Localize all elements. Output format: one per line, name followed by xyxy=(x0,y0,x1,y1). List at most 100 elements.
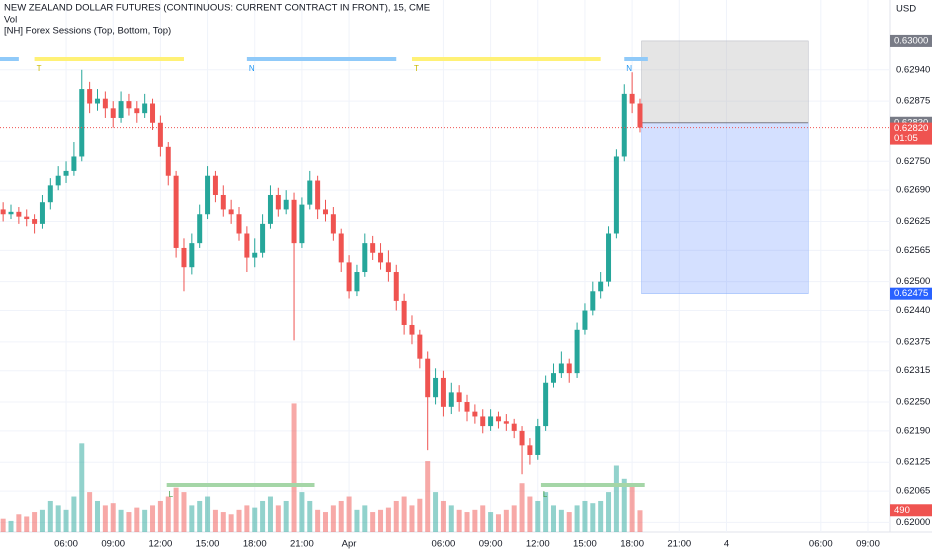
volume-label-box xyxy=(890,504,932,517)
volume-bar xyxy=(79,443,85,532)
volume-bar xyxy=(385,507,391,532)
volume-bar xyxy=(448,505,454,532)
y-tick-label: 0.62690 xyxy=(896,185,930,196)
candle-body xyxy=(354,272,360,292)
volume-bar xyxy=(165,496,171,532)
y-tick-label: 0.62565 xyxy=(896,245,930,256)
indicator-label: [NH] Forex Sessions (Top, Bottom, Top) xyxy=(4,25,171,36)
candle-body xyxy=(417,334,423,359)
candle-body xyxy=(330,214,336,234)
volume-bar xyxy=(189,505,195,532)
volume-bar xyxy=(433,492,439,532)
candle-body xyxy=(252,252,258,258)
candle-body xyxy=(495,416,501,422)
session-bar xyxy=(166,483,315,487)
candle-body xyxy=(157,122,163,147)
candle-body xyxy=(433,377,439,398)
candle-body xyxy=(118,101,124,118)
volume-bar xyxy=(118,509,124,532)
volume-bar xyxy=(519,483,525,532)
volume-bar xyxy=(55,505,61,532)
candle-body xyxy=(24,216,30,220)
x-tick-label: 18:00 xyxy=(243,539,267,550)
volume-bar xyxy=(142,509,148,532)
volume-bar xyxy=(606,492,612,532)
chart-title: NEW ZEALAND DOLLAR FUTURES (CONTINUOUS: … xyxy=(4,2,430,13)
candle-body xyxy=(8,211,14,215)
candle-body xyxy=(598,281,604,292)
volume-bar xyxy=(205,496,211,532)
candle-body xyxy=(16,211,22,217)
session-bar xyxy=(34,57,184,61)
candle-body xyxy=(0,209,6,215)
candle-body xyxy=(606,233,612,282)
candle-body xyxy=(401,300,407,325)
y-tick-label: 0.62875 xyxy=(896,96,930,107)
volume-bar xyxy=(574,505,580,532)
volume-bar xyxy=(71,496,77,532)
volume-bar xyxy=(16,514,22,532)
candle-body xyxy=(558,363,564,374)
volume-bar xyxy=(637,510,643,532)
volume-bar xyxy=(102,505,108,532)
volume-bar xyxy=(150,505,156,532)
candle-body xyxy=(205,175,211,215)
session-label: T xyxy=(37,64,42,73)
volume-bar xyxy=(527,496,533,532)
x-tick-label: 15:00 xyxy=(573,539,597,550)
volume-bar xyxy=(275,505,281,532)
x-tick-label: 18:00 xyxy=(620,539,644,550)
candle-body xyxy=(134,108,140,114)
candle-body xyxy=(260,223,266,253)
x-tick-label: 06:00 xyxy=(54,539,78,550)
volume-bar xyxy=(621,478,627,532)
volume-bar xyxy=(440,500,446,532)
volume-bar xyxy=(613,465,619,532)
volume-bar xyxy=(212,509,218,532)
candle-body xyxy=(503,421,509,424)
candle-body xyxy=(220,194,226,210)
session-label: L xyxy=(169,490,174,499)
x-tick-label: 09:00 xyxy=(479,539,503,550)
candle-body xyxy=(535,426,541,455)
candle-body xyxy=(637,103,643,128)
volume-bar xyxy=(425,461,431,532)
volume-bar xyxy=(47,500,53,532)
candle-body xyxy=(621,93,627,157)
volume-bar xyxy=(126,512,132,532)
candle-body xyxy=(378,252,384,263)
volume-bar xyxy=(393,500,399,532)
candle-body xyxy=(299,204,305,244)
last-price-label-box xyxy=(890,122,932,145)
candle-body xyxy=(173,175,179,248)
currency: USD xyxy=(896,4,916,15)
candle-body xyxy=(197,214,203,244)
y-tick-label: 0.62315 xyxy=(896,365,930,376)
x-tick-label: 09:00 xyxy=(856,539,880,550)
volume-bar xyxy=(488,512,494,532)
candle-body xyxy=(362,243,368,273)
volume-bar xyxy=(362,505,368,532)
last-price-label: 0.62820 xyxy=(894,123,928,134)
y-tick-label: 0.62440 xyxy=(896,305,930,316)
candle-body xyxy=(448,392,454,407)
volume-bar xyxy=(110,503,116,532)
y-tick-label: 0.62190 xyxy=(896,425,930,436)
session-label: N xyxy=(249,64,255,73)
candle-body xyxy=(150,103,156,123)
x-tick-label: 15:00 xyxy=(196,539,220,550)
candle-body xyxy=(590,291,596,311)
y-tick-label: 0.62125 xyxy=(896,457,930,468)
volume-bar xyxy=(267,496,273,532)
candle-body xyxy=(480,416,486,427)
y-tick-label: 0.62065 xyxy=(896,486,930,497)
candle-body xyxy=(315,180,321,210)
candle-body xyxy=(488,416,494,427)
candle-body xyxy=(550,373,556,383)
candle-body xyxy=(79,89,85,157)
volume-bar xyxy=(598,500,604,532)
volume-bar xyxy=(173,487,179,532)
volume-bar xyxy=(511,505,517,532)
